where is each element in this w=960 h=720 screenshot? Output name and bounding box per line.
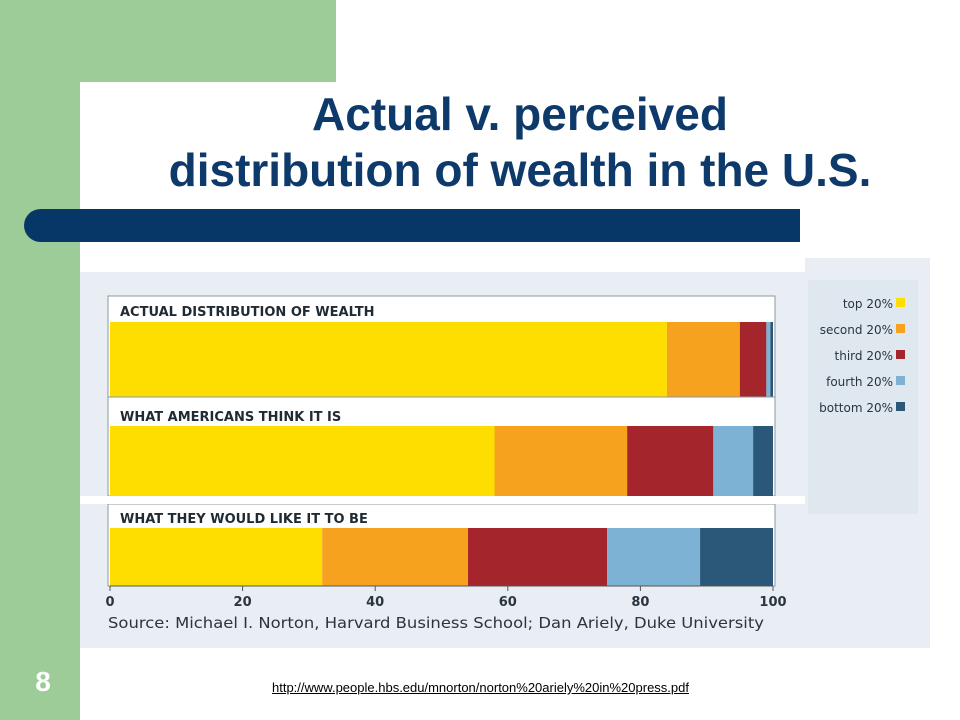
category-label: ACTUAL DISTRIBUTION OF WEALTH [120, 305, 374, 320]
bar-segment [770, 322, 773, 397]
x-tick-label: 20 [234, 595, 252, 610]
bar-segment [753, 426, 773, 496]
bar-segment [110, 528, 323, 586]
slide-number: 8 [35, 666, 51, 697]
x-tick-label: 100 [759, 595, 786, 610]
bar-segment [700, 528, 773, 586]
x-tick-label: 60 [499, 595, 517, 610]
legend-panel [808, 280, 918, 514]
bar-segment [766, 322, 771, 397]
bar-segment [110, 426, 495, 496]
bar-segment [110, 322, 667, 397]
bar-segment [666, 322, 740, 397]
legend-label: third 20% [835, 349, 893, 363]
category-label: WHAT AMERICANS THINK IT IS [120, 410, 341, 425]
source-link[interactable]: http://www.people.hbs.edu/mnorton/norton… [272, 680, 689, 695]
slide-title-line-1: Actual v. perceived [312, 88, 728, 140]
top-accent-band [80, 0, 336, 82]
legend-swatch [896, 350, 905, 359]
bar-segment [627, 426, 714, 496]
slide-title: Actual v. perceived distribution of weal… [90, 86, 950, 198]
legend-swatch [896, 324, 905, 333]
wealth-distribution-chart: ACTUAL DISTRIBUTION OF WEALTH WHAT AMERIC… [80, 258, 930, 648]
chart-source: Source: Michael I. Norton, Harvard Busin… [108, 614, 764, 632]
x-tick-label: 40 [366, 595, 384, 610]
legend-swatch [896, 376, 905, 385]
legend-label: bottom 20% [819, 401, 893, 415]
bar-segment [468, 528, 608, 586]
legend-swatch [896, 298, 905, 307]
legend-swatch [896, 402, 905, 411]
x-tick-label: 0 [105, 595, 114, 610]
group-gap [80, 496, 805, 504]
x-tick-label: 80 [631, 595, 649, 610]
bar-segment [713, 426, 754, 496]
bar-segment [494, 426, 628, 496]
legend-label: top 20% [843, 297, 893, 311]
bar-segment [739, 322, 767, 397]
bar-segment [322, 528, 469, 586]
legend-label: fourth 20% [826, 375, 893, 389]
slide-title-line-2: distribution of wealth in the U.S. [168, 144, 872, 196]
title-underline-bar [24, 209, 800, 242]
left-accent-band [0, 0, 80, 720]
category-label: WHAT THEY WOULD LIKE IT TO BE [120, 512, 368, 527]
bar-segment [607, 528, 701, 586]
legend-label: second 20% [820, 323, 893, 337]
